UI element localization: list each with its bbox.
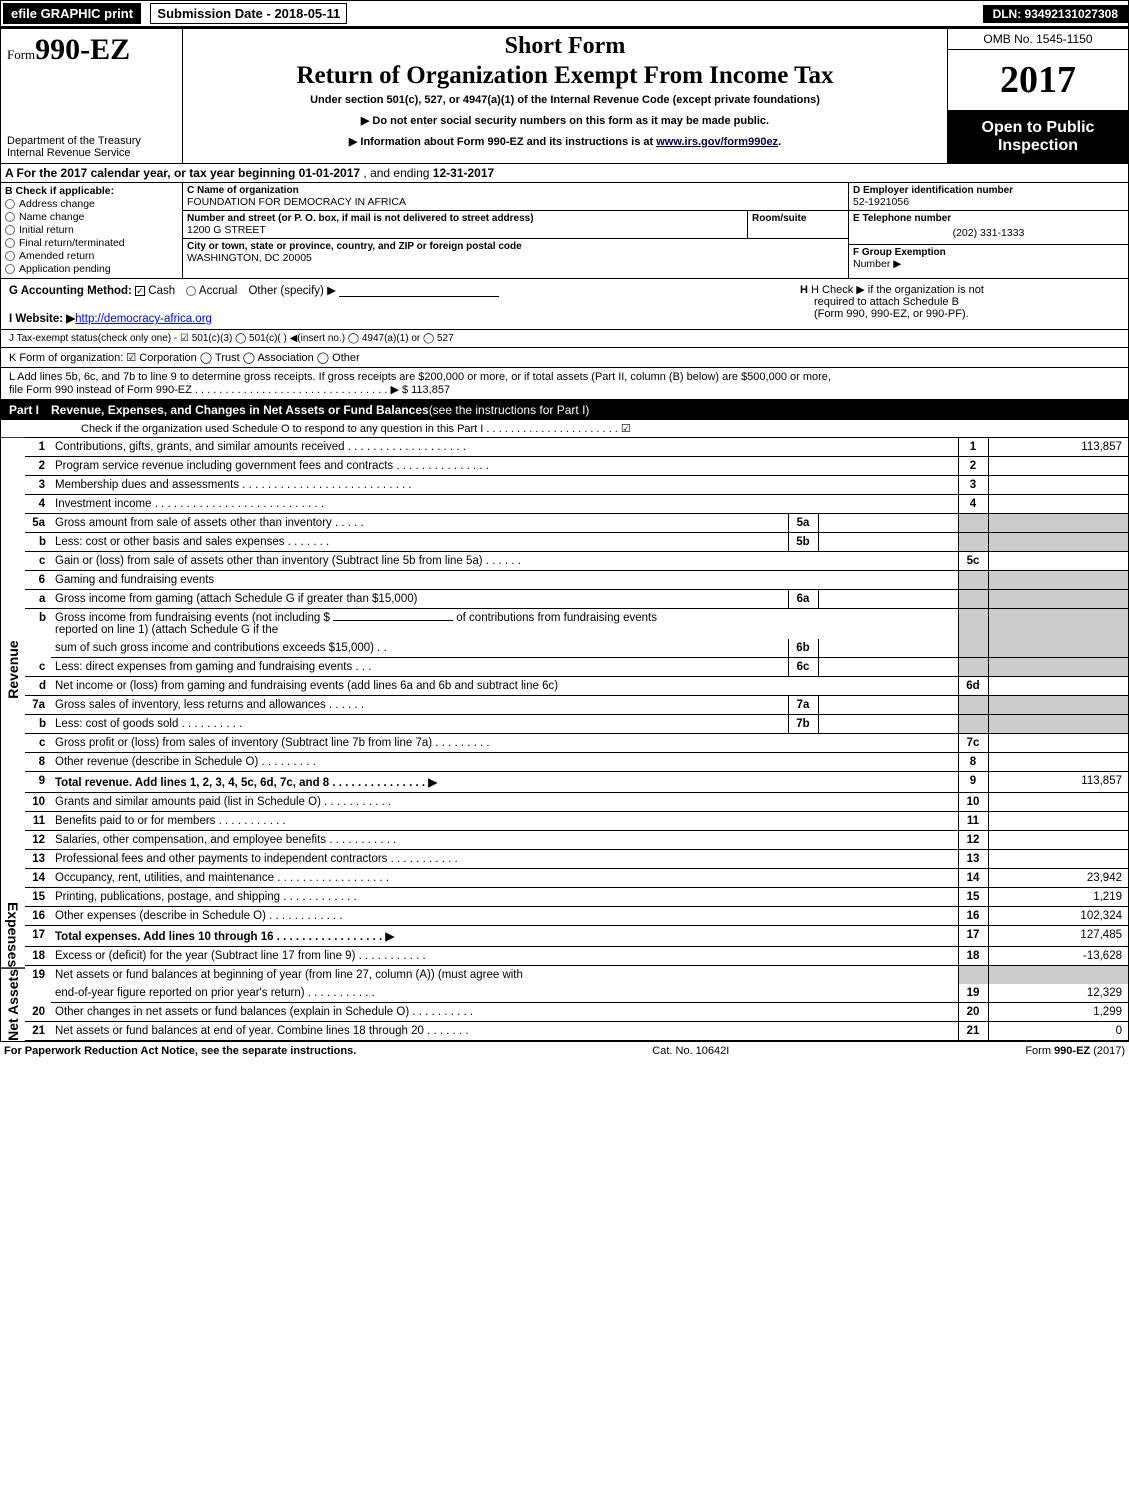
warning-ssn: ▶ Do not enter social security numbers o… [191, 114, 939, 127]
open-to-public: Open to Public Inspection [948, 111, 1128, 163]
h-check: H H Check ▶ if the organization is not r… [800, 283, 1120, 325]
short-form-title: Short Form [191, 33, 939, 60]
footer-cat: Cat. No. 10642I [652, 1045, 729, 1057]
city-state-zip: WASHINGTON, DC 20005 [187, 252, 844, 264]
chk-name-change[interactable] [5, 212, 15, 222]
d-label: D Employer identification number [853, 185, 1124, 196]
under-section: Under section 501(c), 527, or 4947(a)(1)… [191, 94, 939, 106]
i-website: I Website: ▶http://democracy-africa.org [9, 311, 800, 325]
line-a: A For the 2017 calendar year, or tax yea… [1, 164, 1128, 183]
e-label: E Telephone number [853, 213, 1124, 224]
c-label: C Name of organization [187, 185, 844, 196]
return-title: Return of Organization Exempt From Incom… [191, 62, 939, 90]
k-form-org: K Form of organization: ☑ Corporation ◯ … [1, 348, 1128, 368]
footer-left: For Paperwork Reduction Act Notice, see … [4, 1045, 356, 1057]
l-gross-receipts: L Add lines 5b, 6c, and 7b to line 9 to … [1, 368, 1128, 400]
side-net-assets: Net Assets [1, 969, 25, 1041]
website-link[interactable]: http://democracy-africa.org [75, 313, 212, 325]
ein: 52-1921056 [853, 196, 1124, 208]
form-number: Form990-EZ [7, 33, 176, 67]
chk-application-pending[interactable] [5, 264, 15, 274]
info-link-line: ▶ Information about Form 990-EZ and its … [191, 135, 939, 148]
irs-label: Internal Revenue Service [7, 147, 176, 159]
info-link[interactable]: www.irs.gov/form990ez [656, 136, 778, 148]
addr-label: Number and street (or P. O. box, if mail… [187, 213, 743, 224]
city-label: City or town, state or province, country… [187, 241, 844, 252]
side-revenue: Revenue [1, 438, 25, 902]
f-number: Number ▶ [853, 258, 1124, 270]
j-tax-exempt: J Tax-exempt status(check only one) - ☑ … [1, 330, 1128, 348]
chk-accrual[interactable] [186, 286, 196, 296]
part1-header: Part I Revenue, Expenses, and Changes in… [1, 400, 1128, 420]
g-accounting: G Accounting Method: Cash Accrual Other … [9, 283, 800, 297]
dept-treasury: Department of the Treasury [7, 135, 176, 147]
part1-check: Check if the organization used Schedule … [1, 420, 1128, 438]
org-name: FOUNDATION FOR DEMOCRACY IN AFRICA [187, 196, 844, 208]
tax-year: 2017 [948, 50, 1128, 111]
side-expenses: Expenses [1, 902, 25, 967]
f-label: F Group Exemption [853, 247, 1124, 258]
phone: (202) 331-1333 [853, 224, 1124, 242]
street: 1200 G STREET [187, 224, 743, 236]
b-head: B Check if applicable: [5, 185, 178, 197]
efile-print-button[interactable]: efile GRAPHIC print [3, 3, 141, 24]
chk-initial-return[interactable] [5, 225, 15, 235]
chk-address-change[interactable] [5, 199, 15, 209]
room-label: Room/suite [752, 213, 844, 224]
footer-right: Form 990-EZ (2017) [1025, 1045, 1125, 1057]
omb-number: OMB No. 1545-1150 [948, 29, 1128, 50]
part1-table: 1Contributions, gifts, grants, and simil… [25, 438, 1128, 1041]
chk-cash[interactable] [135, 286, 145, 296]
dln: DLN: 93492131027308 [983, 5, 1128, 23]
submission-date: Submission Date - 2018-05-11 [150, 3, 347, 24]
chk-amended-return[interactable] [5, 251, 15, 261]
chk-final-return[interactable] [5, 238, 15, 248]
top-bar: efile GRAPHIC print Submission Date - 20… [1, 1, 1128, 29]
